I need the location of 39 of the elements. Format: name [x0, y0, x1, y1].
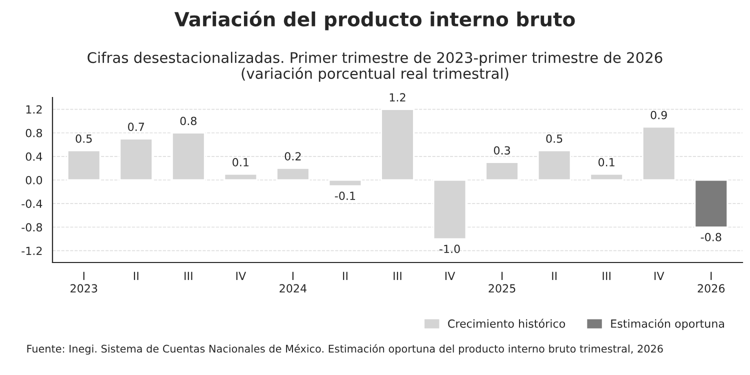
y-tick-label: 1.2: [26, 105, 42, 114]
legend-label: Estimación oportuna: [611, 318, 724, 330]
data-label: 0.7: [128, 122, 144, 132]
x-tick-label: II: [343, 272, 348, 280]
data-label: -0.1: [334, 192, 356, 200]
y-tick-label: 0.8: [26, 128, 42, 138]
x-tick-label: I 2026: [698, 272, 725, 293]
x-tick-label: III: [184, 272, 192, 280]
x-tick-label: IV: [654, 272, 664, 280]
chart-title: Variación del producto interno bruto: [174, 10, 575, 30]
x-tick-label: IV: [236, 272, 246, 280]
source-note: Fuente: Inegi. Sistema de Cuentas Nacionales de México. Estimación oportuna del producto interno bruto trimestral, 2026: [27, 344, 663, 355]
data-label: 0.5: [76, 134, 92, 143]
chart-subtitle: Cifras desestacionalizadas. Primer trimestre de 2023-primer trimestre de 2026 (variación porcentual real trimestral): [88, 52, 662, 82]
y-tick-label: 0.4: [26, 152, 42, 161]
x-tick-label: IV: [445, 272, 456, 280]
data-label: 0.8: [180, 116, 196, 126]
x-tick-label: I 2025: [488, 272, 516, 293]
data-label: 0.5: [546, 134, 562, 143]
data-label: -1.0: [439, 244, 460, 254]
x-tick-label: II: [552, 272, 557, 280]
x-tick-label: I 2023: [70, 272, 98, 293]
data-label: 0.3: [494, 146, 510, 155]
y-tick-label: -0.8: [22, 223, 42, 232]
x-tick-label: III: [394, 272, 402, 280]
y-tick-label: -0.4: [22, 200, 42, 208]
data-label: -0.8: [700, 232, 722, 242]
y-tick-label: 0.0: [26, 176, 42, 184]
y-tick-label: -1.2: [22, 246, 42, 255]
data-label: 1.2: [390, 93, 406, 102]
x-tick-label: II: [134, 272, 138, 280]
data-label: 0.9: [650, 110, 667, 120]
x-tick-label: I 2024: [280, 272, 306, 293]
x-tick-label: III: [602, 272, 610, 280]
bar: [694, 179, 728, 228]
legend-label: Crecimiento histórico: [448, 318, 566, 328]
data-label: 0.2: [284, 152, 301, 161]
data-label: 0.1: [232, 158, 248, 166]
data-label: 0.1: [598, 158, 614, 166]
